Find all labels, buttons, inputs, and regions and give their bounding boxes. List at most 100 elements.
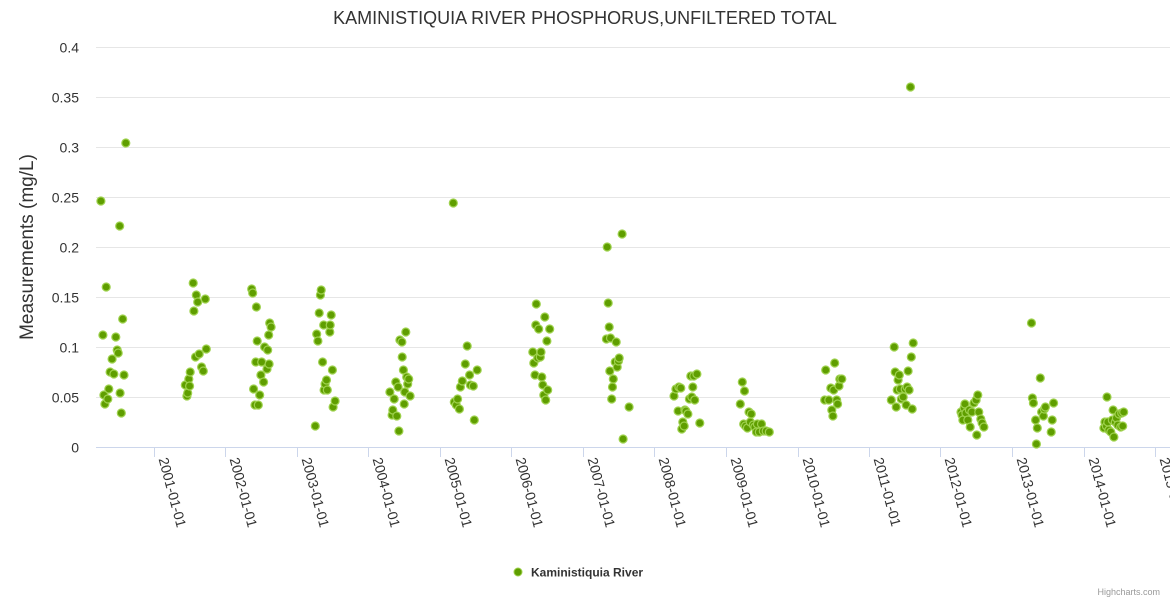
data-point[interactable]	[676, 383, 686, 393]
data-point[interactable]	[118, 314, 128, 324]
data-point[interactable]	[537, 372, 547, 382]
data-point[interactable]	[536, 347, 546, 357]
data-point[interactable]	[545, 324, 555, 334]
data-point[interactable]	[1118, 421, 1128, 431]
data-point[interactable]	[605, 366, 615, 376]
data-point[interactable]	[465, 370, 475, 380]
data-point[interactable]	[907, 404, 917, 414]
data-point[interactable]	[318, 357, 328, 367]
data-point[interactable]	[326, 310, 336, 320]
data-point[interactable]	[314, 308, 324, 318]
data-point[interactable]	[746, 409, 756, 419]
data-point[interactable]	[764, 427, 774, 437]
data-point[interactable]	[101, 282, 111, 292]
data-point[interactable]	[194, 349, 204, 359]
data-point[interactable]	[972, 430, 982, 440]
data-point[interactable]	[832, 399, 843, 409]
data-point[interactable]	[1048, 398, 1059, 408]
data-point[interactable]	[397, 352, 407, 362]
data-point[interactable]	[103, 394, 113, 404]
data-point[interactable]	[393, 382, 403, 392]
data-point[interactable]	[603, 298, 613, 308]
data-point[interactable]	[107, 354, 117, 364]
data-point[interactable]	[542, 336, 552, 346]
data-point[interactable]	[679, 421, 689, 431]
data-point[interactable]	[401, 327, 411, 337]
legend-item-label[interactable]: Kaministiquia River	[531, 566, 643, 580]
data-point[interactable]	[121, 138, 131, 148]
data-point[interactable]	[405, 391, 415, 401]
data-point[interactable]	[1032, 423, 1042, 433]
data-point[interactable]	[109, 369, 119, 379]
data-point[interactable]	[115, 388, 125, 398]
data-point[interactable]	[460, 359, 470, 369]
data-point[interactable]	[891, 402, 901, 412]
data-point[interactable]	[469, 415, 479, 425]
data-point[interactable]	[683, 409, 693, 419]
data-point[interactable]	[1040, 402, 1051, 412]
data-point[interactable]	[737, 377, 747, 387]
data-point[interactable]	[739, 386, 750, 396]
data-point[interactable]	[624, 402, 634, 412]
data-point[interactable]	[252, 336, 262, 346]
data-point[interactable]	[830, 358, 840, 368]
data-point[interactable]	[1102, 392, 1112, 402]
data-point[interactable]	[266, 322, 276, 332]
data-point[interactable]	[903, 366, 913, 376]
data-point[interactable]	[389, 394, 399, 404]
data-point[interactable]	[607, 382, 618, 392]
data-point[interactable]	[618, 434, 628, 444]
data-point[interactable]	[115, 221, 125, 231]
data-point[interactable]	[397, 337, 407, 347]
data-point[interactable]	[404, 374, 414, 384]
data-point[interactable]	[735, 399, 745, 409]
data-point[interactable]	[255, 390, 265, 400]
data-point[interactable]	[249, 384, 259, 394]
data-point[interactable]	[310, 421, 320, 431]
data-point[interactable]	[327, 365, 337, 375]
data-point[interactable]	[1031, 439, 1042, 449]
data-point[interactable]	[394, 426, 404, 436]
data-point[interactable]	[1028, 398, 1039, 408]
data-point[interactable]	[692, 369, 702, 379]
data-point[interactable]	[96, 196, 106, 206]
data-point[interactable]	[111, 332, 121, 342]
data-point[interactable]	[448, 198, 458, 208]
data-point[interactable]	[1046, 427, 1056, 437]
data-point[interactable]	[392, 411, 402, 421]
data-point[interactable]	[905, 82, 916, 92]
data-point[interactable]	[454, 404, 464, 414]
data-points[interactable]	[96, 82, 1129, 449]
data-point[interactable]	[1119, 407, 1129, 417]
data-point[interactable]	[188, 278, 198, 288]
data-point[interactable]	[399, 399, 409, 409]
data-point[interactable]	[472, 365, 482, 375]
data-point[interactable]	[462, 341, 472, 351]
data-point[interactable]	[541, 395, 551, 405]
data-point[interactable]	[257, 357, 267, 367]
data-point[interactable]	[894, 370, 904, 380]
data-point[interactable]	[690, 395, 700, 405]
data-point[interactable]	[602, 242, 612, 252]
data-point[interactable]	[316, 285, 326, 295]
data-point[interactable]	[614, 353, 624, 363]
data-point[interactable]	[886, 395, 896, 405]
data-point[interactable]	[1026, 318, 1037, 328]
data-point[interactable]	[1047, 415, 1057, 425]
data-point[interactable]	[251, 302, 261, 312]
data-point[interactable]	[908, 338, 918, 348]
data-point[interactable]	[116, 408, 126, 418]
data-point[interactable]	[611, 337, 621, 347]
data-point[interactable]	[264, 330, 274, 340]
legend[interactable]: Kaministiquia River	[513, 566, 643, 580]
data-point[interactable]	[200, 294, 210, 304]
data-point[interactable]	[264, 359, 274, 369]
data-point[interactable]	[325, 320, 335, 330]
data-point[interactable]	[330, 396, 340, 406]
data-point[interactable]	[960, 399, 970, 409]
data-point[interactable]	[313, 336, 323, 346]
data-point[interactable]	[973, 390, 983, 400]
data-point[interactable]	[248, 288, 258, 298]
data-point[interactable]	[113, 348, 123, 358]
data-point[interactable]	[453, 394, 463, 404]
